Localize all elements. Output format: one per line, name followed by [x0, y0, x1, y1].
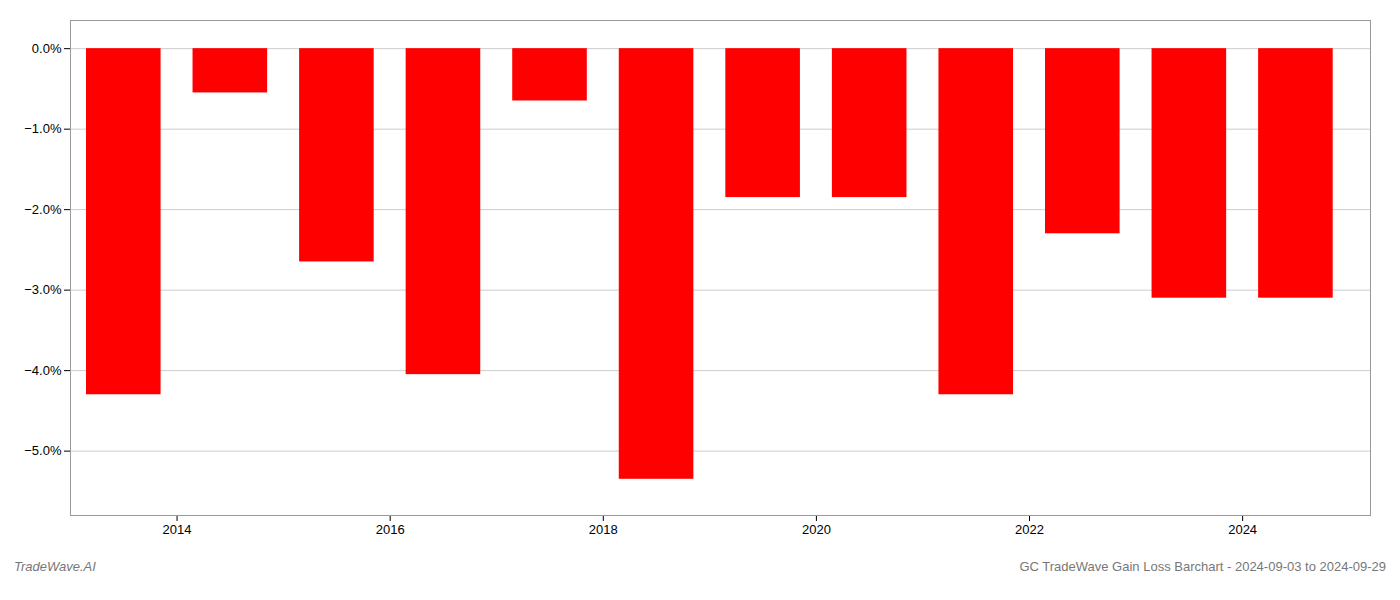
html-text:GC TradeWave Gain Loss Barchar: GC TradeWave Gain Loss Barchart - 2024-0…: [1019, 559, 1386, 574]
html-text:TradeWave.AI: TradeWave.AI: [14, 559, 96, 574]
svg-text:2020: 2020: [802, 522, 831, 537]
svg-text:−5.0%: −5.0%: [24, 443, 62, 458]
svg-text:2016: 2016: [376, 522, 405, 537]
svg-text:−1.0%: −1.0%: [24, 121, 62, 136]
svg-text:−3.0%: −3.0%: [24, 282, 62, 297]
svg-text:2018: 2018: [589, 522, 618, 537]
svg-text:−4.0%: −4.0%: [24, 363, 62, 378]
svg-text:0.0%: 0.0%: [32, 41, 62, 56]
svg-text:2022: 2022: [1015, 522, 1044, 537]
svg-text:2024: 2024: [1228, 522, 1257, 537]
svg-text:2014: 2014: [163, 522, 192, 537]
svg-text:−2.0%: −2.0%: [24, 202, 62, 217]
